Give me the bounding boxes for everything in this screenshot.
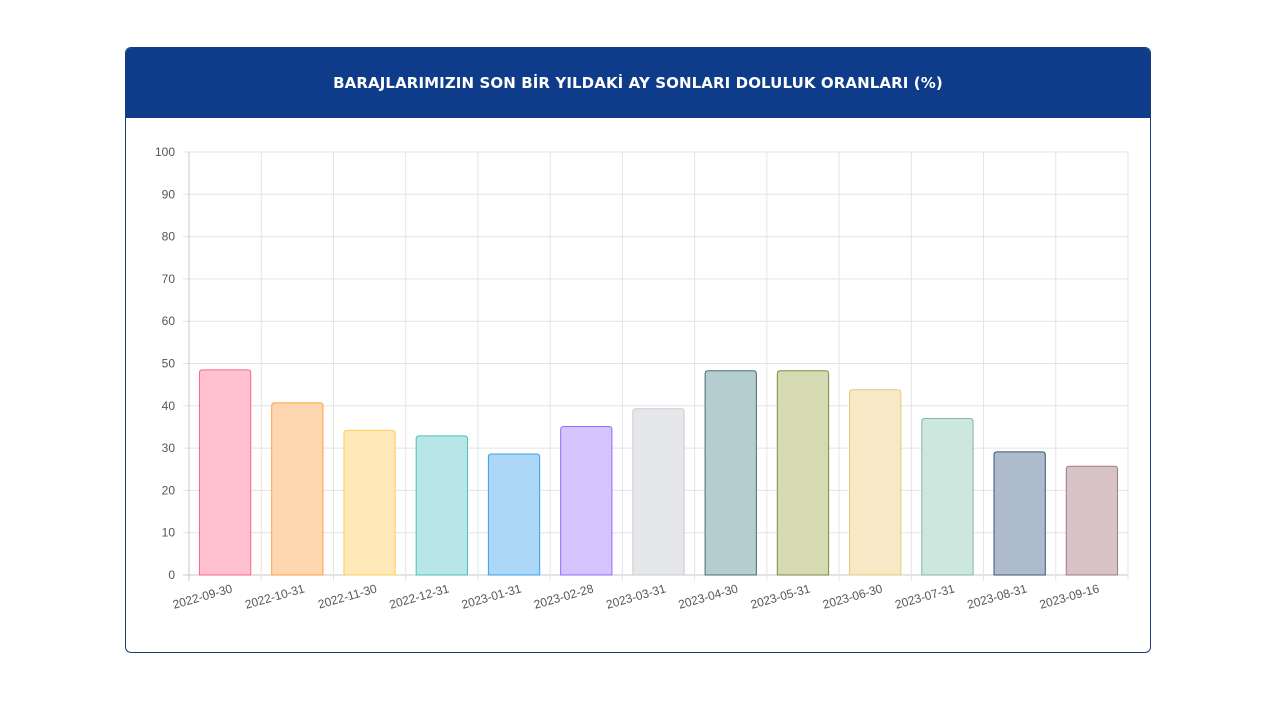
- bar-2023-05-31[interactable]: [776, 370, 830, 576]
- x-tick-label: 2023-09-16: [1038, 581, 1101, 611]
- y-tick-label: 90: [162, 187, 176, 201]
- y-tick-label: 30: [162, 441, 176, 455]
- x-tick-label: 2023-01-31: [460, 581, 523, 611]
- x-tick-label: 2023-05-31: [749, 581, 812, 611]
- bar-2022-10-31[interactable]: [271, 402, 324, 576]
- y-tick-label: 10: [162, 526, 176, 540]
- bar-2023-07-31[interactable]: [921, 417, 974, 576]
- chart-title: BARAJLARIMIZIN SON BİR YILDAKİ AY SONLAR…: [333, 74, 943, 92]
- y-tick-label: 100: [155, 145, 175, 159]
- bar-2023-09-16[interactable]: [1065, 465, 1119, 576]
- y-tick-label: 80: [162, 230, 176, 244]
- y-tick-label: 40: [162, 399, 176, 413]
- x-tick-label: 2023-04-30: [677, 581, 740, 611]
- bar-2023-06-30[interactable]: [849, 389, 902, 576]
- bar-2023-03-31[interactable]: [632, 408, 685, 576]
- x-tick-label: 2022-10-31: [243, 581, 306, 611]
- bar-2023-08-31[interactable]: [993, 451, 1046, 576]
- x-tick-label: 2023-07-31: [893, 581, 956, 611]
- y-tick-label: 70: [162, 272, 176, 286]
- bar-2022-09-30[interactable]: [198, 369, 252, 576]
- y-tick-label: 50: [162, 357, 176, 371]
- bar-2022-12-31[interactable]: [415, 435, 468, 576]
- x-tick-label: 2023-03-31: [604, 581, 667, 611]
- x-tick-label: 2022-11-30: [316, 581, 378, 611]
- y-tick-label: 0: [168, 568, 175, 582]
- x-tick-label: 2022-09-30: [171, 581, 234, 611]
- x-tick-label: 2022-12-31: [388, 581, 451, 611]
- y-tick-label: 20: [162, 483, 176, 497]
- x-tick-label: 2023-02-28: [532, 581, 595, 611]
- bar-2022-11-30[interactable]: [343, 429, 396, 576]
- y-tick-label: 60: [162, 314, 176, 328]
- bar-2023-02-28[interactable]: [560, 426, 613, 576]
- bar-2023-04-30[interactable]: [704, 370, 757, 576]
- x-tick-label: 2023-08-31: [966, 581, 1029, 611]
- x-tick-label: 2023-06-30: [821, 581, 884, 611]
- chart-header: BARAJLARIMIZIN SON BİR YILDAKİ AY SONLAR…: [126, 48, 1150, 118]
- bar-2023-01-31[interactable]: [487, 453, 541, 576]
